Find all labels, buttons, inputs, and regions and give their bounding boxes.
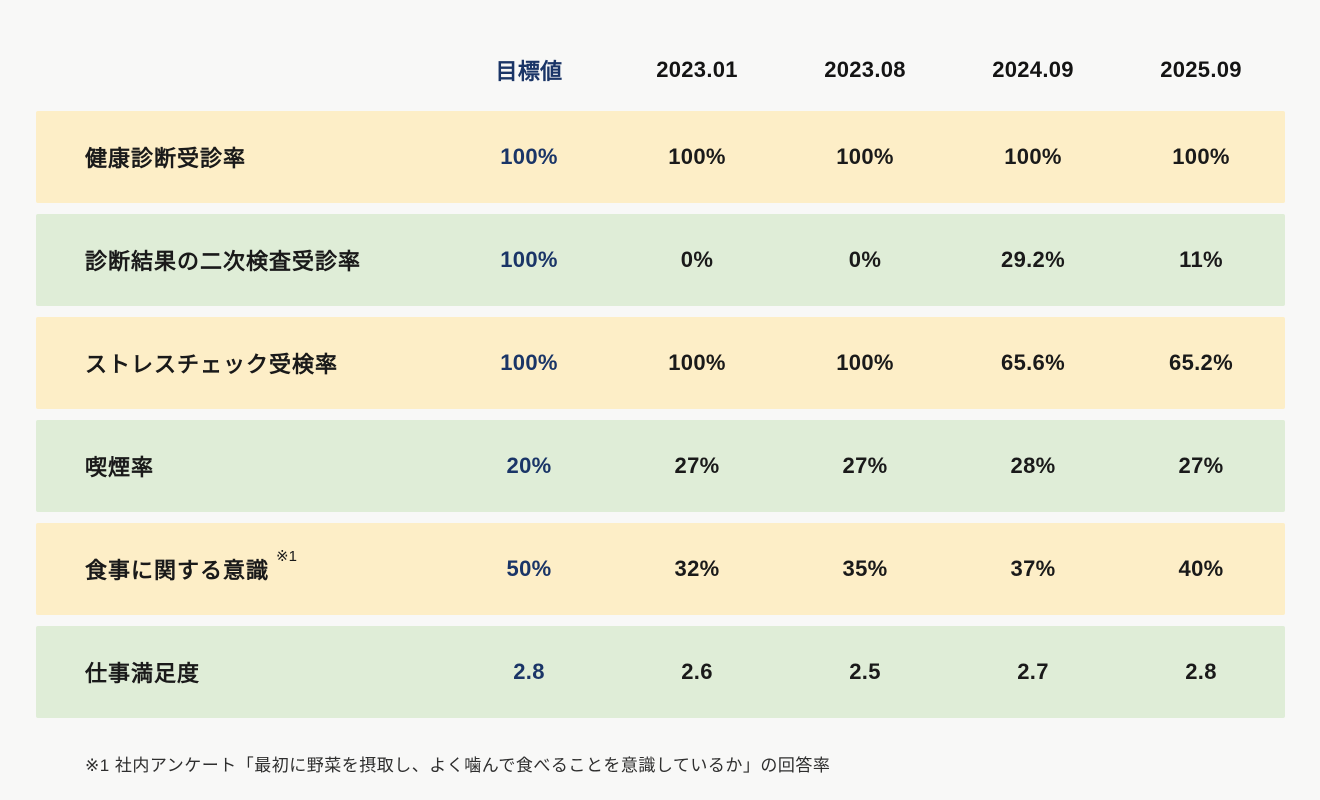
table-row: 喫煙率 20% 27% 27% 28% 27% bbox=[36, 420, 1285, 512]
kpi-table: 目標値 2023.01 2023.08 2024.09 2025.09 健康診断… bbox=[36, 40, 1285, 776]
value-cell: 100% bbox=[836, 144, 894, 169]
value-cell: 100% bbox=[1004, 144, 1062, 169]
value-cell: 65.6% bbox=[1001, 350, 1065, 375]
value-cell: 65.2% bbox=[1169, 350, 1233, 375]
table-row: 診断結果の二次検査受診率 100% 0% 0% 29.2% 11% bbox=[36, 214, 1285, 306]
value-cell: 100% bbox=[668, 144, 726, 169]
row-label-text: 食事に関する意識 bbox=[85, 558, 270, 583]
table-header-row: 目標値 2023.01 2023.08 2024.09 2025.09 bbox=[36, 40, 1285, 100]
row-label: 診断結果の二次検査受診率 bbox=[85, 249, 362, 274]
value-cell: 0% bbox=[848, 247, 882, 272]
value-cell: 2.5 bbox=[849, 659, 881, 684]
target-value-cell: 50% bbox=[506, 556, 552, 581]
value-cell: 37% bbox=[1010, 556, 1056, 581]
row-label: 喫煙率 bbox=[85, 455, 155, 480]
table-row: 食事に関する意識 ※1 50% 32% 35% 37% 40% bbox=[36, 523, 1285, 615]
target-value-cell: 100% bbox=[500, 350, 558, 375]
target-value-cell: 100% bbox=[500, 247, 558, 272]
value-cell: 40% bbox=[1178, 556, 1224, 581]
target-value-cell: 2.8 bbox=[513, 659, 545, 684]
row-label: 仕事満足度 bbox=[85, 661, 201, 686]
value-cell: 0% bbox=[680, 247, 714, 272]
value-cell: 2.8 bbox=[1185, 659, 1217, 684]
table-row: 仕事満足度 2.8 2.6 2.5 2.7 2.8 bbox=[36, 626, 1285, 718]
table-row: 健康診断受診率 100% 100% 100% 100% 100% bbox=[36, 111, 1285, 203]
footnote-marker: ※1 bbox=[276, 547, 297, 565]
column-header-target: 目標値 bbox=[495, 59, 563, 84]
value-cell: 100% bbox=[836, 350, 894, 375]
target-value-cell: 20% bbox=[506, 453, 552, 478]
value-cell: 27% bbox=[842, 453, 888, 478]
value-cell: 100% bbox=[668, 350, 726, 375]
value-cell: 2.7 bbox=[1017, 659, 1049, 684]
value-cell: 35% bbox=[842, 556, 888, 581]
table-row: ストレスチェック受検率 100% 100% 100% 65.6% 65.2% bbox=[36, 317, 1285, 409]
row-label: 食事に関する意識 ※1 bbox=[36, 548, 445, 585]
value-cell: 32% bbox=[674, 556, 720, 581]
value-cell: 29.2% bbox=[1001, 247, 1065, 272]
footnote: ※1 社内アンケート「最初に野菜を摂取し、よく噛んで食べることを意識しているか」… bbox=[85, 756, 831, 775]
value-cell: 28% bbox=[1010, 453, 1056, 478]
value-cell: 2.6 bbox=[681, 659, 713, 684]
row-label: ストレスチェック受検率 bbox=[85, 352, 339, 377]
value-cell: 27% bbox=[674, 453, 720, 478]
row-label: 健康診断受診率 bbox=[85, 146, 247, 171]
column-header-2025-09: 2025.09 bbox=[1160, 57, 1242, 82]
column-header-2024-09: 2024.09 bbox=[992, 57, 1074, 82]
column-header-2023-01: 2023.01 bbox=[656, 57, 738, 82]
value-cell: 100% bbox=[1172, 144, 1230, 169]
target-value-cell: 100% bbox=[500, 144, 558, 169]
value-cell: 11% bbox=[1179, 247, 1223, 272]
column-header-2023-08: 2023.08 bbox=[824, 57, 906, 82]
value-cell: 27% bbox=[1178, 453, 1224, 478]
